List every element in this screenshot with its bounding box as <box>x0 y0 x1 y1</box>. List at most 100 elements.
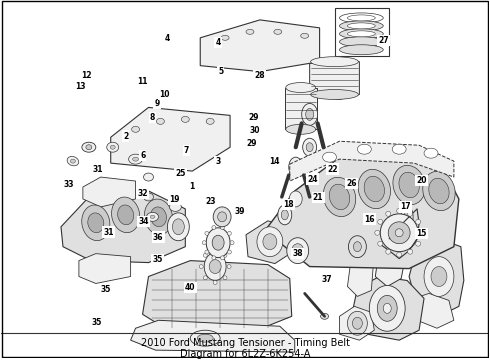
Text: 2: 2 <box>123 131 128 140</box>
Ellipse shape <box>380 214 418 252</box>
Polygon shape <box>143 261 292 332</box>
Text: 28: 28 <box>254 71 265 80</box>
Polygon shape <box>290 141 454 181</box>
Ellipse shape <box>416 241 420 246</box>
Ellipse shape <box>302 103 318 125</box>
Ellipse shape <box>205 250 209 254</box>
Ellipse shape <box>230 241 234 245</box>
Ellipse shape <box>378 241 383 246</box>
Ellipse shape <box>369 285 405 331</box>
Ellipse shape <box>397 252 402 257</box>
Ellipse shape <box>357 144 371 154</box>
Ellipse shape <box>377 296 397 321</box>
Bar <box>285 87 317 129</box>
Polygon shape <box>409 239 464 316</box>
Text: 4: 4 <box>216 38 221 47</box>
Ellipse shape <box>377 190 382 199</box>
Text: 23: 23 <box>206 197 216 206</box>
Ellipse shape <box>386 211 391 216</box>
Ellipse shape <box>197 334 213 342</box>
Ellipse shape <box>170 202 181 211</box>
Ellipse shape <box>88 213 104 233</box>
Ellipse shape <box>263 234 277 250</box>
Text: 5: 5 <box>218 67 223 76</box>
Ellipse shape <box>212 256 216 260</box>
Text: 19: 19 <box>169 195 179 204</box>
Text: Diagram for 6L2Z-6K254-A: Diagram for 6L2Z-6K254-A <box>180 349 310 359</box>
Text: 15: 15 <box>416 229 427 238</box>
Ellipse shape <box>289 157 303 177</box>
Ellipse shape <box>227 250 231 254</box>
Ellipse shape <box>203 276 207 280</box>
Ellipse shape <box>181 116 189 122</box>
Ellipse shape <box>395 229 403 237</box>
Ellipse shape <box>223 276 227 280</box>
Ellipse shape <box>431 266 447 287</box>
Polygon shape <box>83 177 136 207</box>
Ellipse shape <box>423 171 455 211</box>
Text: 7: 7 <box>184 146 189 155</box>
Ellipse shape <box>82 205 110 240</box>
Ellipse shape <box>82 142 96 152</box>
Ellipse shape <box>220 256 224 260</box>
Text: 35: 35 <box>152 255 163 264</box>
Ellipse shape <box>227 265 231 269</box>
Text: 29: 29 <box>246 139 257 148</box>
Ellipse shape <box>118 205 134 225</box>
Ellipse shape <box>358 169 391 209</box>
Ellipse shape <box>408 211 413 216</box>
Ellipse shape <box>397 208 402 213</box>
Text: 20: 20 <box>416 176 427 185</box>
Ellipse shape <box>292 244 304 258</box>
Ellipse shape <box>353 242 362 252</box>
Ellipse shape <box>388 222 410 244</box>
Ellipse shape <box>213 249 217 253</box>
Ellipse shape <box>203 253 207 257</box>
Ellipse shape <box>348 236 367 258</box>
Ellipse shape <box>401 206 413 228</box>
Polygon shape <box>246 221 294 264</box>
Text: 24: 24 <box>307 175 318 184</box>
Text: 40: 40 <box>185 283 196 292</box>
Ellipse shape <box>227 231 231 235</box>
Ellipse shape <box>246 30 254 34</box>
Ellipse shape <box>347 23 375 29</box>
Ellipse shape <box>278 205 292 225</box>
Ellipse shape <box>364 176 385 202</box>
Ellipse shape <box>399 172 419 198</box>
Ellipse shape <box>156 118 165 124</box>
Ellipse shape <box>340 45 383 55</box>
Ellipse shape <box>213 207 231 227</box>
Ellipse shape <box>429 178 449 204</box>
Ellipse shape <box>303 138 317 156</box>
Ellipse shape <box>110 145 115 149</box>
Text: 9: 9 <box>155 99 160 108</box>
Ellipse shape <box>206 118 214 124</box>
Polygon shape <box>347 247 374 296</box>
Ellipse shape <box>86 145 92 150</box>
Ellipse shape <box>374 186 384 204</box>
Ellipse shape <box>223 253 227 257</box>
Ellipse shape <box>107 142 119 152</box>
Ellipse shape <box>209 260 221 274</box>
Text: 18: 18 <box>284 200 294 209</box>
Ellipse shape <box>340 21 383 31</box>
Ellipse shape <box>128 154 143 164</box>
Text: 35: 35 <box>92 319 102 328</box>
Ellipse shape <box>320 313 329 319</box>
Ellipse shape <box>375 230 380 235</box>
Text: 13: 13 <box>75 82 86 91</box>
Ellipse shape <box>392 144 406 154</box>
Ellipse shape <box>220 226 224 230</box>
Ellipse shape <box>352 317 363 329</box>
Polygon shape <box>61 191 185 262</box>
Ellipse shape <box>286 124 316 134</box>
Ellipse shape <box>329 184 350 210</box>
Ellipse shape <box>306 143 313 152</box>
Polygon shape <box>310 58 359 99</box>
Text: 25: 25 <box>175 169 186 178</box>
Text: 35: 35 <box>101 285 111 294</box>
Polygon shape <box>200 20 319 72</box>
Ellipse shape <box>71 159 75 163</box>
Text: 39: 39 <box>235 207 245 216</box>
